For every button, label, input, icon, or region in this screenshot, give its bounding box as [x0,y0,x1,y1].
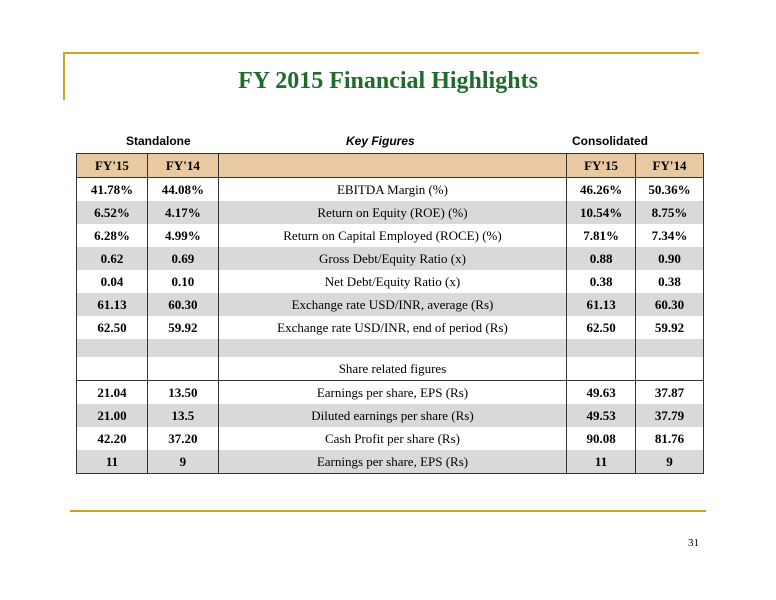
metric-value: 50.36% [635,177,704,201]
metric-value: 59.92 [635,316,704,339]
metric-value: 62.50 [76,316,148,339]
frame-vertical-rule [63,52,65,100]
metric-value: 44.08% [146,177,219,201]
metric-value: 11 [566,450,637,474]
metric-value: 41.78% [76,177,148,201]
table-row: 0.04 0.10 Net Debt/Equity Ratio (x) 0.38 0.3… [76,270,704,293]
metric-value: 59.92 [146,316,219,339]
spacer-cell [635,339,704,357]
metric-value: 42.20 [76,427,148,450]
metric-value: 90.08 [566,427,637,450]
column-header: FY'14 [635,153,704,178]
metric-value: 21.04 [76,380,148,404]
table-row: 42.20 37.20 Cash Profit per share (Rs) 90.0… [76,427,704,450]
metric-label: Earnings per share, EPS (Rs) [217,380,568,404]
column-header [217,153,568,178]
table-row: 41.78% 44.08% EBITDA Margin (%) 46.26% 50.36… [76,177,704,201]
metric-value: 49.53 [566,404,637,427]
metric-value: 0.04 [76,270,148,293]
metric-label: Earnings per share, EPS (Rs) [217,450,568,474]
metric-label: Cash Profit per share (Rs) [217,427,568,450]
metric-value: 0.62 [76,247,148,270]
metric-value: 0.38 [635,270,704,293]
metric-value: 0.10 [146,270,219,293]
metric-value: 60.30 [635,293,704,316]
column-header: FY'14 [146,153,219,178]
metric-value: 46.26% [566,177,637,201]
metric-value: 10.54% [566,201,637,224]
spacer-cell [76,357,148,381]
metric-label: Gross Debt/Equity Ratio (x) [217,247,568,270]
metric-value: 6.52% [76,201,148,224]
metric-value: 62.50 [566,316,637,339]
section-label: Share related figures [217,357,568,381]
metric-value: 7.34% [635,224,704,247]
section-row: Share related figures [76,357,704,381]
table-row: 21.00 13.5 Diluted earnings per share (Rs)… [76,404,704,427]
metric-label: Net Debt/Equity Ratio (x) [217,270,568,293]
metric-value: 6.28% [76,224,148,247]
metric-value: 37.87 [635,380,704,404]
metric-value: 0.90 [635,247,704,270]
metric-value: 9 [635,450,704,474]
spacer-cell [76,339,148,357]
frame-top-rule [63,52,699,54]
metric-value: 61.13 [76,293,148,316]
consolidated-header: Consolidated [572,134,649,148]
metric-value: 81.76 [635,427,704,450]
page-title: FY 2015 Financial Highlights [238,68,538,94]
table-header-row: FY'15 FY'14 FY'15 FY'14 [76,153,704,178]
metric-value: 49.63 [566,380,637,404]
column-header: FY'15 [76,153,148,178]
metric-value: 13.50 [146,380,219,404]
metric-value: 0.88 [566,247,637,270]
column-header: FY'15 [566,153,637,178]
spacer-row [76,339,704,357]
table-row: 61.13 60.30 Exchange rate USD/INR, average… [76,293,704,316]
table-row: 11 9 Earnings per share, EPS (Rs) 11 9 [76,450,704,474]
metric-label: Exchange rate USD/INR, end of period (Rs… [217,316,568,339]
metric-label: Return on Equity (ROE) (%) [217,201,568,224]
metric-value: 7.81% [566,224,637,247]
metric-value: 21.00 [76,404,148,427]
table-row: 0.62 0.69 Gross Debt/Equity Ratio (x) 0.88 0… [76,247,704,270]
spacer-cell [635,357,704,381]
metric-value: 4.99% [146,224,219,247]
standalone-header: Standalone [126,134,191,148]
metric-value: 13.5 [146,404,219,427]
spacer-cell [566,339,637,357]
table-row: 21.04 13.50 Earnings per share, EPS (Rs) 49… [76,380,704,404]
metric-value: 37.79 [635,404,704,427]
metric-value: 37.20 [146,427,219,450]
page-number: 31 [688,537,699,549]
metric-value: 60.30 [146,293,219,316]
metric-label: Return on Capital Employed (ROCE) (%) [217,224,568,247]
metric-value: 61.13 [566,293,637,316]
metric-label: Diluted earnings per share (Rs) [217,404,568,427]
table-row: 6.52% 4.17% Return on Equity (ROE) (%) 10.5… [76,201,704,224]
table-row: 6.28% 4.99% Return on Capital Employed (RO… [76,224,704,247]
metric-label: Exchange rate USD/INR, average (Rs) [217,293,568,316]
table-row: 62.50 59.92 Exchange rate USD/INR, end of … [76,316,704,339]
spacer-cell [217,339,568,357]
financial-highlights-table: FY'15 FY'14 FY'15 FY'14 41.78% 44.08% EBIT… [76,153,704,474]
metric-value: 9 [146,450,219,474]
metric-value: 0.69 [146,247,219,270]
metric-value: 4.17% [146,201,219,224]
metric-value: 8.75% [635,201,704,224]
key-figures-header: Key Figures [346,134,415,148]
metric-value: 0.38 [566,270,637,293]
spacer-cell [566,357,637,381]
metric-value: 11 [76,450,148,474]
spacer-cell [146,357,219,381]
spacer-cell [146,339,219,357]
metric-label: EBITDA Margin (%) [217,177,568,201]
frame-bottom-rule [70,510,706,512]
